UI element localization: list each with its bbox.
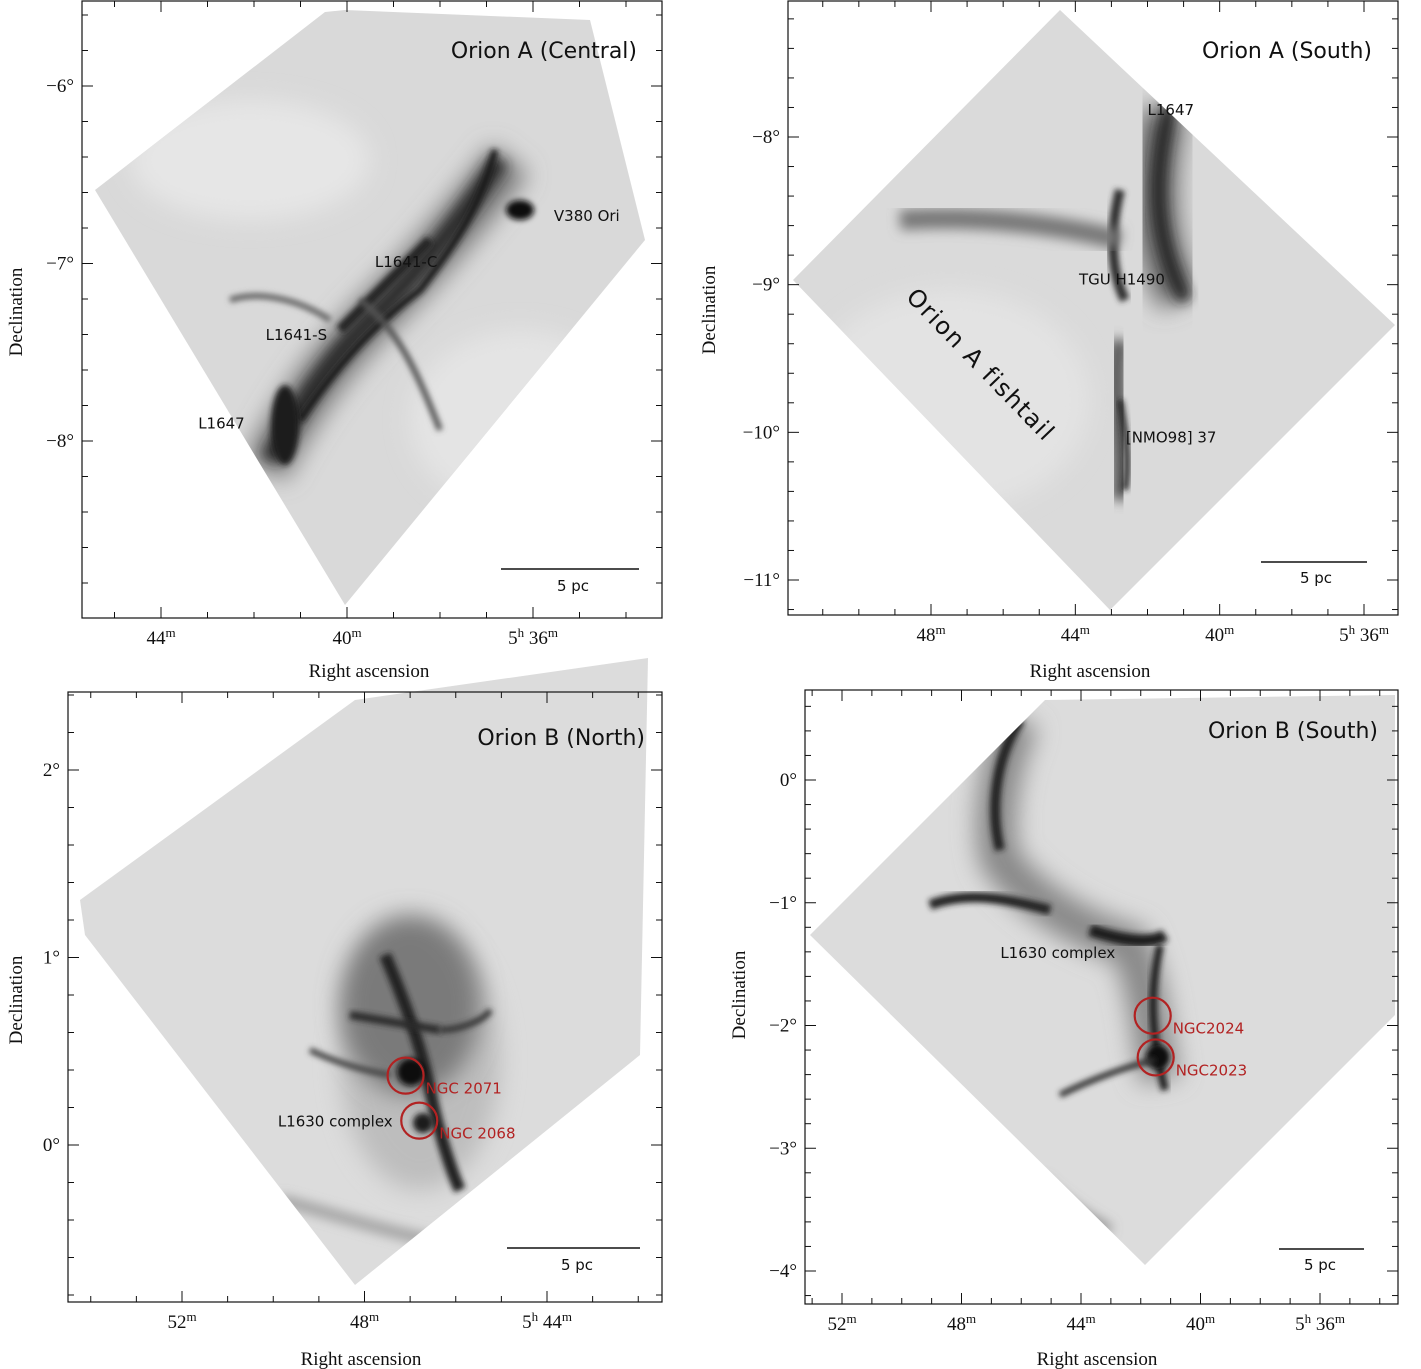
cluster-label: NGC 2071 <box>426 1080 502 1098</box>
x-tick-label: 5h 36m <box>1339 622 1389 646</box>
y-tick-label: 2° <box>43 760 60 781</box>
y-tick-label: 0° <box>780 770 797 791</box>
object-label: [NMO98] 37 <box>1126 429 1217 447</box>
y-tick-label: −1° <box>769 893 797 914</box>
scale-bar-label: 5 pc <box>561 1256 593 1274</box>
panel-title: Orion A (South) <box>1202 39 1372 64</box>
x-axis-label: Right ascension <box>1037 1349 1158 1369</box>
x-tick-label: 40m <box>1205 622 1234 646</box>
cluster-circle <box>1136 1038 1175 1077</box>
map-orion-a-central <box>95 10 645 605</box>
frame-orion-a-central <box>81 0 663 619</box>
y-tick-label: −7° <box>46 254 74 275</box>
scale-bar-label: 5 pc <box>1300 569 1332 587</box>
x-tick-label: 5h 36m <box>508 625 558 649</box>
panel-orion-a-central: −6° −7° −8° 44m 40m 5h 36m Right ascension De… <box>6 0 663 682</box>
cluster-circle <box>400 1101 439 1140</box>
map-orion-a-south <box>793 10 1395 610</box>
panel-orion-b-south: 0° −1° −2° −3° −4° 52m 48m 44m 40m 5h 36m Right a… <box>729 689 1399 1369</box>
x-axis-label: Right ascension <box>1030 661 1151 682</box>
cluster-circle <box>386 1056 425 1095</box>
object-label: L1630 complex <box>1000 944 1115 962</box>
cluster-circle <box>1133 996 1172 1035</box>
object-label: L1647 <box>198 415 245 433</box>
x-tick-label: 48m <box>916 622 945 646</box>
frame-orion-b-south <box>804 689 1399 1305</box>
panel-title: Orion A (Central) <box>451 39 637 64</box>
map-orion-b-north <box>80 658 648 1285</box>
y-tick-label: −4° <box>769 1261 797 1282</box>
object-label: L1647 <box>1148 101 1195 119</box>
object-label: L1630 complex <box>278 1112 393 1130</box>
frame-orion-a-south <box>787 0 1399 616</box>
object-label: L1641-C <box>375 253 437 271</box>
x-axis-label: Right ascension <box>309 661 430 682</box>
y-axis-label: Declination <box>6 267 27 356</box>
x-tick-label: 52m <box>167 1309 196 1333</box>
panel-title: Orion B (South) <box>1208 719 1378 744</box>
cluster-label: NGC2023 <box>1176 1061 1248 1079</box>
y-tick-label: −11° <box>743 570 780 591</box>
y-tick-label: −8° <box>752 127 780 148</box>
y-tick-label: 0° <box>43 1135 60 1156</box>
x-tick-label: 40m <box>1186 1311 1215 1335</box>
x-axis-label: Right ascension <box>301 1349 422 1369</box>
x-tick-label: 48m <box>947 1311 976 1335</box>
panel-orion-a-south: −8° −9° −10° −11° 48m 44m 40m 5h 36m Right asce… <box>699 0 1399 682</box>
x-tick-label: 5h 44m <box>522 1309 572 1333</box>
y-tick-label: 1° <box>43 948 60 969</box>
scale-bar: 5 pc <box>507 1247 640 1274</box>
map-footprint <box>793 10 1395 610</box>
x-tick-label: 44m <box>1066 1311 1095 1335</box>
scale-bar: 5 pc <box>1279 1248 1364 1274</box>
map-orion-b-south <box>810 695 1395 1265</box>
y-tick-label: −9° <box>752 275 780 296</box>
scale-bar-label: 5 pc <box>557 577 589 595</box>
scale-bar: 5 pc <box>501 568 639 595</box>
x-tick-label: 44m <box>146 625 175 649</box>
y-tick-label: −6° <box>46 76 74 97</box>
object-label: TGU H1490 <box>1078 271 1165 289</box>
cluster-label: NGC 2068 <box>439 1125 515 1143</box>
y-axis-label: Declination <box>699 265 720 354</box>
scale-bar-label: 5 pc <box>1304 1256 1336 1274</box>
x-tick-label: 48m <box>350 1309 379 1333</box>
y-axis-label: Declination <box>6 955 27 1044</box>
object-label: V380 Ori <box>554 207 620 225</box>
scale-bar: 5 pc <box>1261 561 1367 587</box>
object-label: L1641-S <box>266 326 327 344</box>
y-tick-label: −10° <box>743 422 780 443</box>
x-tick-label: 44m <box>1061 622 1090 646</box>
x-tick-label: 52m <box>827 1311 856 1335</box>
y-tick-label: −8° <box>46 431 74 452</box>
map-footprint <box>810 695 1395 1265</box>
x-tick-label: 5h 36m <box>1295 1311 1345 1335</box>
cluster-label: NGC2024 <box>1173 1020 1245 1038</box>
y-tick-label: −3° <box>769 1138 797 1159</box>
x-tick-label: 40m <box>332 625 361 649</box>
panel-title: Orion B (North) <box>477 726 645 751</box>
panel-orion-b-north: 2° 1° 0° 52m 48m 5h 44m Right ascension Decli… <box>6 658 663 1369</box>
y-tick-label: −2° <box>769 1016 797 1037</box>
y-axis-label: Declination <box>729 950 750 1039</box>
